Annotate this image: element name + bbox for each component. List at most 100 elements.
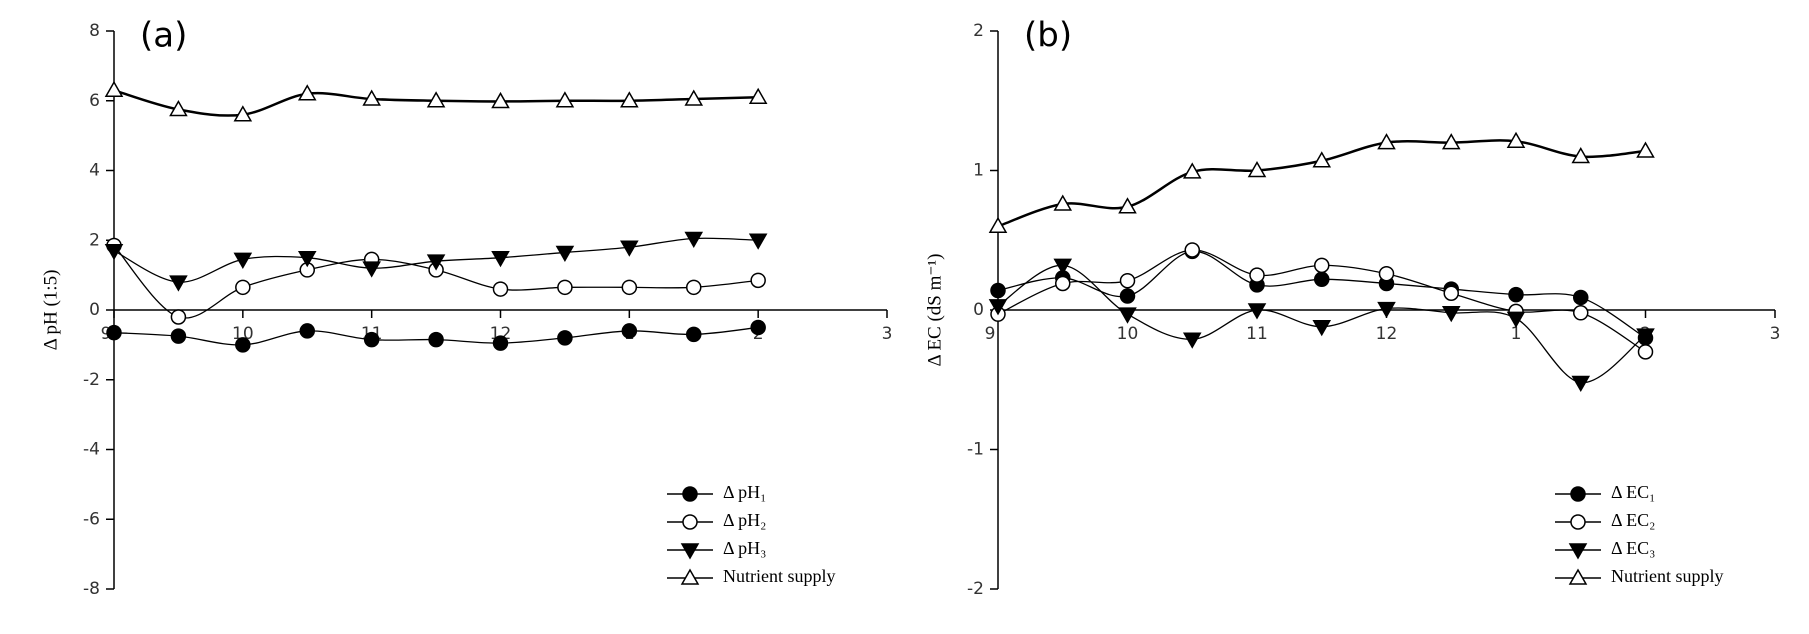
marker [990, 282, 1006, 299]
legend-marker [680, 543, 700, 560]
y-axis-label: Δ EC (dS m⁻¹) [924, 254, 945, 367]
y-tick-label: 1 [973, 161, 984, 181]
legend-marker [680, 568, 700, 585]
marker [363, 331, 380, 348]
marker [491, 250, 510, 268]
y-tick-label: -6 [83, 509, 100, 529]
marker [426, 91, 446, 108]
marker [1184, 242, 1200, 258]
legend-label: Δ pH₂ [723, 510, 766, 530]
marker [1182, 162, 1202, 179]
x-tick-label: 3 [1770, 324, 1781, 344]
marker [170, 309, 187, 325]
marker [297, 84, 317, 101]
marker [684, 231, 704, 249]
legend-marker [682, 486, 698, 502]
y-tick-label: -2 [967, 579, 984, 599]
marker [297, 250, 317, 268]
marker [557, 330, 573, 346]
marker [557, 279, 573, 296]
y-tick-label: -4 [83, 440, 100, 460]
legend-label: Nutrient supply [723, 566, 836, 586]
marker [235, 337, 251, 353]
legend-marker [1568, 568, 1588, 585]
legend-label: Δ EC₃ [1611, 538, 1655, 558]
marker [686, 326, 702, 343]
panel-title: (b) [1024, 16, 1072, 56]
marker [1378, 265, 1395, 282]
marker [1571, 147, 1591, 164]
x-tick-label: 9 [101, 324, 112, 344]
y-tick-label: 2 [973, 21, 984, 41]
legend-label: Δ EC₂ [1611, 510, 1655, 530]
marker [988, 216, 1008, 234]
marker [555, 245, 575, 262]
marker [169, 275, 188, 292]
marker [1312, 319, 1332, 337]
marker [1441, 306, 1461, 323]
marker [1053, 194, 1073, 211]
legend-marker [1570, 486, 1586, 502]
marker [1249, 267, 1265, 283]
y-tick-label: -1 [967, 440, 984, 460]
marker [1118, 307, 1137, 324]
legend-marker [1570, 514, 1586, 530]
y-axis-label: Δ pH (1:5) [40, 270, 61, 351]
y-tick-label: 0 [973, 300, 984, 320]
marker [621, 323, 638, 339]
legend-label: Nutrient supply [1611, 566, 1724, 586]
marker [170, 328, 187, 344]
marker [621, 279, 638, 296]
y-tick-label: -8 [83, 579, 100, 599]
marker [362, 89, 381, 106]
legend-marker [1568, 543, 1588, 560]
legend-label: Δ pH₃ [723, 538, 766, 558]
marker [684, 89, 704, 106]
marker [1441, 133, 1461, 150]
y-tick-label: 2 [89, 230, 100, 250]
marker [492, 335, 509, 351]
x-tick-label: 10 [1117, 324, 1139, 344]
marker [362, 261, 381, 278]
legend-label: Δ EC₁ [1611, 482, 1655, 502]
marker [235, 279, 251, 296]
panel-title: (a) [140, 16, 187, 56]
marker [1571, 375, 1591, 393]
marker [233, 252, 253, 269]
marker [620, 240, 639, 257]
y-tick-label: 0 [89, 300, 100, 320]
marker [750, 319, 766, 336]
marker [492, 281, 509, 297]
marker [106, 324, 122, 341]
marker [299, 323, 315, 339]
marker [1573, 289, 1589, 306]
marker [1636, 141, 1655, 158]
marker [1637, 344, 1654, 360]
marker [1055, 275, 1071, 292]
marker [426, 254, 446, 271]
marker [104, 80, 124, 98]
marker [1119, 288, 1136, 304]
x-tick-label: 9 [985, 324, 996, 344]
y-tick-label: 8 [89, 21, 100, 41]
marker [1118, 197, 1137, 214]
marker [988, 299, 1008, 316]
marker [1053, 258, 1073, 275]
marker [1573, 305, 1589, 321]
marker [1312, 151, 1332, 168]
marker [1377, 133, 1396, 150]
marker [750, 272, 766, 289]
marker [748, 233, 768, 250]
x-tick-label: 11 [1246, 324, 1268, 344]
marker [1182, 332, 1202, 349]
legend-label: Δ pH₁ [723, 482, 766, 502]
y-tick-label: -2 [83, 370, 100, 390]
marker [1314, 257, 1330, 274]
marker [1119, 272, 1136, 289]
marker [1508, 286, 1524, 303]
marker [620, 91, 639, 108]
x-tick-label: 12 [1376, 324, 1398, 344]
marker [1247, 160, 1267, 178]
marker [555, 91, 575, 108]
